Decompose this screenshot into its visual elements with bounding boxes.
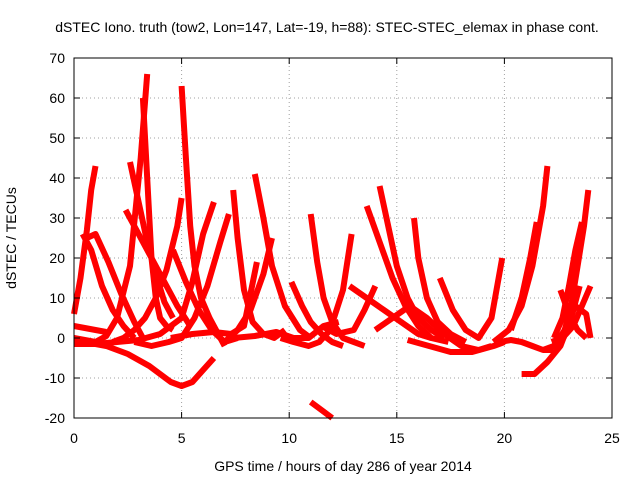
- x-tick-label: 20: [497, 430, 513, 446]
- series-line-arc-01: [71, 165, 99, 315]
- series-line-arc-12: [84, 339, 217, 389]
- series-line-arc-25: [308, 399, 334, 421]
- series-line-arc-28: [411, 217, 468, 345]
- x-tick-label: 25: [604, 430, 620, 446]
- series-line-arc-34: [508, 221, 540, 331]
- y-tick-label: -20: [45, 410, 65, 426]
- x-tick-label: 15: [389, 430, 405, 446]
- y-tick-label: 10: [49, 290, 65, 306]
- series-line-arc-31: [406, 337, 506, 355]
- y-tick-label: 30: [49, 210, 65, 226]
- series-line-arc-40: [542, 303, 594, 353]
- y-tick-label: -10: [45, 370, 65, 386]
- x-tick-label: 10: [281, 430, 297, 446]
- series-line-arc-22: [307, 213, 366, 349]
- y-tick-label: 60: [49, 90, 65, 106]
- series-line-arc-21: [279, 233, 355, 349]
- series-line-arc-33: [491, 165, 551, 345]
- series-group: [71, 73, 594, 421]
- series-line-arc-09: [178, 85, 228, 348]
- series-line-arc-20: [288, 280, 345, 349]
- x-axis-label: GPS time / hours of day 286 of year 2014: [214, 458, 472, 474]
- series-line-arc-07: [122, 208, 193, 328]
- y-tick-label: 50: [49, 130, 65, 146]
- y-tick-label: 0: [57, 330, 65, 346]
- y-axis-label: dSTEC / TECUs: [3, 187, 19, 289]
- series-line-arc-14: [133, 213, 232, 349]
- series-line-arc-17: [251, 173, 313, 341]
- x-tick-labels: 0 5 10 15 20 25: [70, 430, 620, 446]
- series-line-arc-15: [230, 189, 287, 341]
- series-line-arc-27: [376, 185, 446, 341]
- series-line-arc-18: [170, 261, 260, 341]
- x-tick-label: 5: [178, 430, 186, 446]
- y-tick-label: 40: [49, 170, 65, 186]
- series-line-arc-39: [557, 288, 589, 341]
- series-line-arc-36: [551, 221, 585, 340]
- series-line-arc-08: [111, 197, 185, 345]
- series-line-arc-11: [73, 323, 107, 335]
- x-tick-label: 0: [70, 430, 78, 446]
- series-line-arc-30: [437, 257, 506, 341]
- plot-frame: [73, 57, 613, 419]
- chart-title: dSTEC Iono. truth (tow2, Lon=147, Lat=-1…: [55, 19, 599, 35]
- series-line-arc-02: [79, 232, 137, 341]
- y-tick-labels: -20 -10 0 10 20 30 40 50 60 70: [45, 50, 65, 426]
- ticks: [73, 57, 613, 419]
- series-line-arc-13: [74, 201, 217, 347]
- y-tick-label: 20: [49, 250, 65, 266]
- y-tick-label: 70: [49, 50, 65, 66]
